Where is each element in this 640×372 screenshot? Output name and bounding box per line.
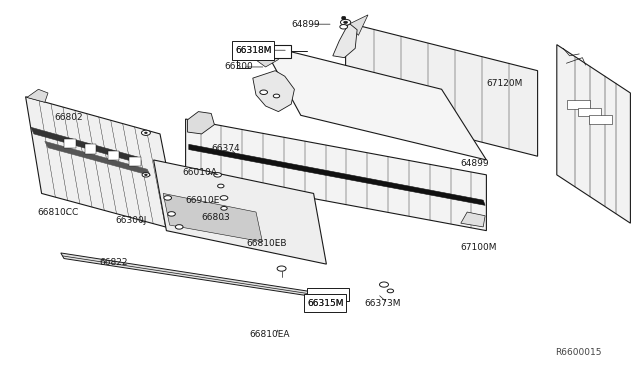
Text: 66010A: 66010A xyxy=(182,169,217,177)
Text: 67100M: 67100M xyxy=(461,243,497,252)
Text: 66810EB: 66810EB xyxy=(246,239,287,248)
Text: 66802: 66802 xyxy=(54,113,83,122)
Circle shape xyxy=(218,184,224,188)
Polygon shape xyxy=(189,144,485,205)
Circle shape xyxy=(145,132,147,134)
Text: 66822: 66822 xyxy=(99,258,128,267)
Polygon shape xyxy=(253,45,278,67)
Polygon shape xyxy=(579,108,602,116)
Circle shape xyxy=(340,19,351,25)
Text: 66318M: 66318M xyxy=(236,46,272,55)
Polygon shape xyxy=(186,119,486,231)
Circle shape xyxy=(340,25,348,29)
Polygon shape xyxy=(84,144,96,154)
Circle shape xyxy=(220,196,228,200)
Polygon shape xyxy=(61,253,320,298)
Circle shape xyxy=(387,289,394,293)
Circle shape xyxy=(382,283,386,286)
Polygon shape xyxy=(154,160,326,264)
Circle shape xyxy=(344,21,348,23)
Text: 66300J: 66300J xyxy=(115,216,147,225)
Polygon shape xyxy=(163,193,262,242)
Text: 66315M: 66315M xyxy=(307,299,344,308)
Text: 67120M: 67120M xyxy=(486,79,523,88)
Circle shape xyxy=(221,206,227,210)
Circle shape xyxy=(166,197,169,199)
Text: 64899: 64899 xyxy=(461,159,490,168)
Text: 66374: 66374 xyxy=(211,144,240,153)
Polygon shape xyxy=(64,139,76,148)
Circle shape xyxy=(280,267,284,270)
Polygon shape xyxy=(346,22,538,156)
Text: 66803: 66803 xyxy=(202,213,230,222)
Circle shape xyxy=(145,174,147,176)
Polygon shape xyxy=(568,100,590,109)
Polygon shape xyxy=(304,294,346,312)
Polygon shape xyxy=(461,212,485,227)
Polygon shape xyxy=(232,41,274,60)
Polygon shape xyxy=(557,45,630,223)
Text: 66315M: 66315M xyxy=(307,299,344,308)
Circle shape xyxy=(380,282,388,287)
Text: 66910E: 66910E xyxy=(186,196,220,205)
Circle shape xyxy=(214,173,221,177)
Circle shape xyxy=(175,225,183,229)
Polygon shape xyxy=(589,115,612,124)
Circle shape xyxy=(273,94,280,98)
Text: 66300: 66300 xyxy=(224,62,253,71)
Polygon shape xyxy=(26,97,179,231)
Polygon shape xyxy=(31,127,141,164)
Polygon shape xyxy=(129,157,141,166)
Text: R6600015: R6600015 xyxy=(555,348,602,357)
Circle shape xyxy=(142,173,150,177)
Polygon shape xyxy=(349,15,368,35)
Text: 66810CC: 66810CC xyxy=(37,208,78,217)
Polygon shape xyxy=(333,23,357,58)
Text: 66318M: 66318M xyxy=(236,46,272,55)
Circle shape xyxy=(277,266,286,271)
Text: 66373M: 66373M xyxy=(365,299,401,308)
Circle shape xyxy=(170,213,173,215)
Polygon shape xyxy=(188,112,214,134)
Circle shape xyxy=(342,16,346,19)
Polygon shape xyxy=(234,45,291,58)
Polygon shape xyxy=(27,89,48,102)
Circle shape xyxy=(164,196,172,200)
Polygon shape xyxy=(45,141,150,176)
Circle shape xyxy=(260,90,268,94)
Circle shape xyxy=(141,130,150,135)
Circle shape xyxy=(168,212,175,216)
Polygon shape xyxy=(108,151,119,160)
Text: 64899: 64899 xyxy=(291,20,320,29)
Circle shape xyxy=(223,197,225,199)
Circle shape xyxy=(342,17,346,20)
Polygon shape xyxy=(253,71,294,112)
Text: 66810EA: 66810EA xyxy=(250,330,290,339)
Circle shape xyxy=(217,174,220,176)
Polygon shape xyxy=(307,288,349,301)
Polygon shape xyxy=(262,45,486,160)
